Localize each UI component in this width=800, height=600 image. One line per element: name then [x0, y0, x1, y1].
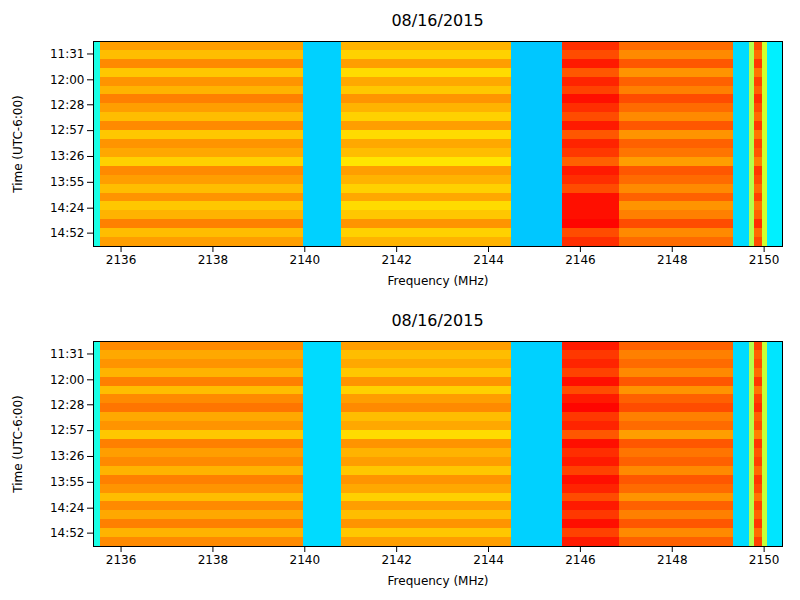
svg-text:Frequency (MHz): Frequency (MHz) [388, 574, 489, 588]
svg-text:2136: 2136 [106, 253, 137, 267]
svg-text:13:55: 13:55 [50, 475, 85, 489]
svg-text:2144: 2144 [473, 553, 504, 567]
svg-text:13:55: 13:55 [50, 175, 85, 189]
svg-text:13:26: 13:26 [50, 449, 85, 463]
svg-text:14:24: 14:24 [50, 501, 85, 515]
svg-text:12:57: 12:57 [50, 123, 85, 137]
svg-text:2146: 2146 [565, 253, 596, 267]
svg-text:12:28: 12:28 [50, 398, 85, 412]
svg-text:Time (UTC-6:00): Time (UTC-6:00) [11, 395, 25, 494]
svg-text:11:31: 11:31 [50, 347, 85, 361]
svg-text:2138: 2138 [198, 553, 229, 567]
svg-text:Time (UTC-6:00): Time (UTC-6:00) [11, 95, 25, 194]
svg-text:2142: 2142 [381, 253, 412, 267]
svg-text:2136: 2136 [106, 553, 137, 567]
svg-text:14:24: 14:24 [50, 201, 85, 215]
svg-text:2138: 2138 [198, 253, 229, 267]
svg-text:2140: 2140 [290, 253, 321, 267]
svg-text:2148: 2148 [657, 553, 688, 567]
svg-text:2140: 2140 [290, 553, 321, 567]
html-text:08/16/2015: 08/16/2015 [391, 11, 484, 30]
svg-text:14:52: 14:52 [50, 526, 85, 540]
svg-text:11:31: 11:31 [50, 47, 85, 61]
svg-text:12:57: 12:57 [50, 423, 85, 437]
svg-text:12:28: 12:28 [50, 98, 85, 112]
svg-text:Frequency (MHz): Frequency (MHz) [388, 274, 489, 288]
svg-text:2142: 2142 [381, 553, 412, 567]
svg-text:2150: 2150 [749, 553, 780, 567]
svg-text:12:00: 12:00 [50, 73, 85, 87]
html-text:08/16/2015: 08/16/2015 [391, 311, 484, 330]
svg-text:12:00: 12:00 [50, 373, 85, 387]
svg-text:13:26: 13:26 [50, 149, 85, 163]
svg-text:2144: 2144 [473, 253, 504, 267]
svg-text:2150: 2150 [749, 253, 780, 267]
svg-text:2148: 2148 [657, 253, 688, 267]
svg-text:2146: 2146 [565, 553, 596, 567]
svg-text:14:52: 14:52 [50, 226, 85, 240]
